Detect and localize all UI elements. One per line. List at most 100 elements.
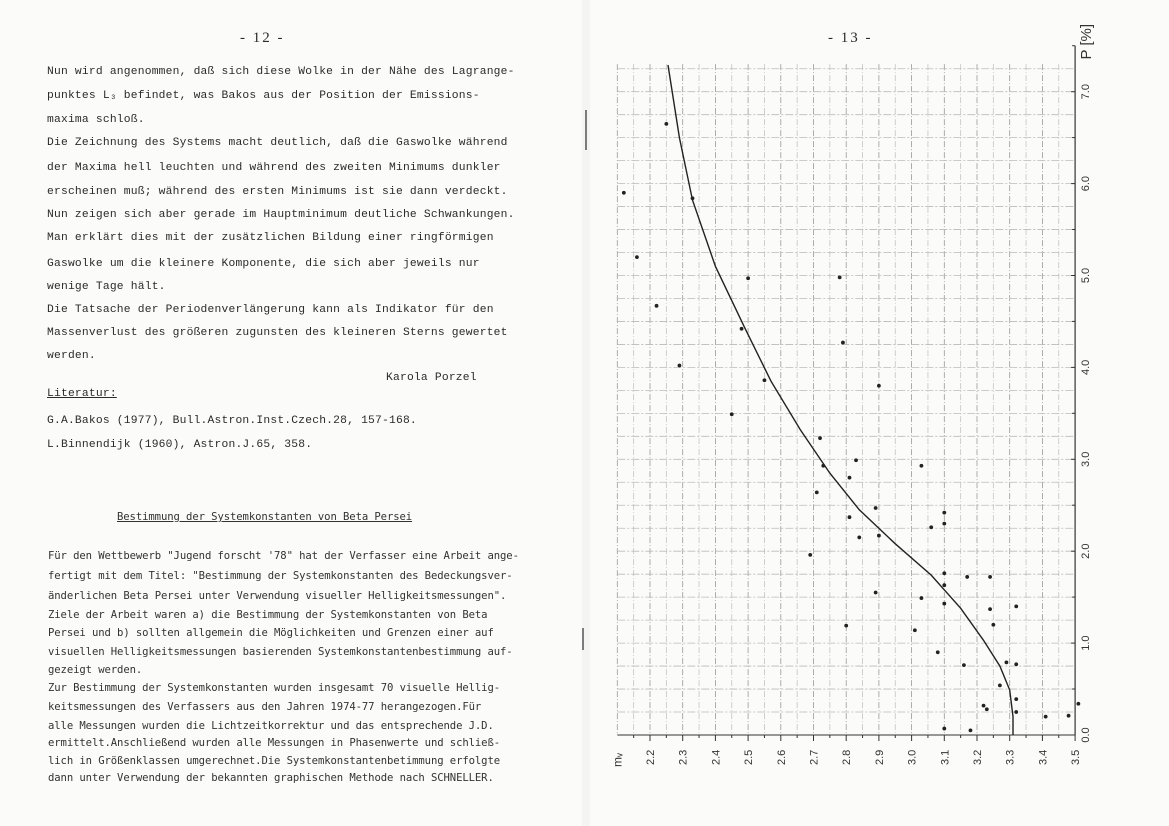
- data-point: [847, 515, 852, 520]
- x-tick-label: 3.5: [1070, 750, 1082, 765]
- data-point: [935, 650, 940, 655]
- text-line: Für den Wettbewerb "Jugend forscht '78" …: [48, 550, 519, 562]
- data-point: [873, 506, 878, 510]
- x-tick-label: 2.9: [874, 750, 886, 765]
- data-point: [729, 412, 734, 417]
- data-point: [1076, 701, 1081, 706]
- text-line: erscheinen muß; während des ersten Minim…: [47, 186, 508, 198]
- data-point: [1014, 710, 1019, 714]
- text-line: änderlichen Beta Persei unter Verwendung…: [48, 590, 507, 602]
- text-line: maxima schloß.: [47, 114, 145, 126]
- text-line: Persei und b) sollten allgemein die Mögl…: [48, 627, 494, 639]
- data-point: [841, 340, 845, 345]
- data-point: [844, 623, 849, 628]
- page-number: - 12 -: [240, 30, 285, 46]
- data-point: [991, 622, 996, 627]
- data-point: [635, 255, 639, 260]
- data-point: [1014, 662, 1019, 667]
- x-tick-label: 2.6: [776, 750, 788, 765]
- text-line: Man erklärt dies mit der zusätzlichen Bi…: [47, 232, 494, 244]
- data-point: [919, 596, 924, 600]
- data-point: [1066, 713, 1071, 718]
- x-tick-label: 2.8: [841, 750, 853, 765]
- data-point: [808, 552, 813, 557]
- literature-heading: Literatur:: [47, 388, 117, 400]
- data-point: [877, 383, 881, 388]
- data-point: [746, 276, 750, 281]
- text-line: fertigt mit dem Titel: "Bestimmung der S…: [48, 570, 513, 582]
- y-tick-label: 6.0: [1080, 176, 1092, 191]
- author: Karola Porzel: [386, 372, 477, 384]
- y-axis-label: P [%]: [1078, 24, 1095, 60]
- x-tick-label: 3.2: [972, 750, 984, 765]
- x-tick-label: 3.1: [939, 750, 951, 765]
- data-point: [929, 525, 934, 530]
- y-tick-label: 4.0: [1080, 360, 1092, 375]
- text-line: werden.: [47, 350, 96, 362]
- text-line: Nun zeigen sich aber gerade im Hauptmini…: [47, 209, 515, 221]
- data-point: [984, 707, 989, 712]
- data-point: [857, 535, 862, 540]
- data-point: [942, 521, 947, 526]
- data-point: [1004, 660, 1009, 665]
- data-point: [1014, 604, 1019, 609]
- text-line: Die Zeichnung des Systems macht deutlich…: [47, 137, 508, 149]
- data-point: [912, 628, 917, 633]
- text-line: Massenverlust des größeren zugunsten des…: [47, 327, 508, 339]
- data-point: [965, 575, 970, 579]
- data-point: [942, 510, 947, 515]
- data-point: [873, 590, 878, 595]
- data-point: [962, 663, 966, 668]
- data-point: [664, 121, 669, 126]
- x-tick-label: 3.3: [1005, 750, 1017, 765]
- data-point: [919, 463, 924, 468]
- y-tick-label: 3.0: [1080, 452, 1092, 467]
- x-axis-label: mᵥ: [610, 753, 624, 767]
- x-tick-label: 2.4: [710, 750, 722, 765]
- fit-curve: [667, 64, 1014, 735]
- text-line: dann unter Verwendung der bekannten grap…: [48, 772, 494, 784]
- data-point: [837, 275, 842, 280]
- reference-2: L.Binnendijk (1960), Astron.J.65, 358.: [47, 439, 313, 451]
- data-point: [814, 490, 819, 495]
- data-point: [762, 378, 767, 383]
- data-point: [818, 436, 822, 441]
- data-point: [854, 458, 858, 463]
- x-tick-label: 3.4: [1037, 750, 1049, 765]
- page-number: - 13 -: [828, 30, 873, 46]
- data-point: [988, 575, 992, 579]
- text-line: keitsmessungen des Verfassers aus den Ja…: [48, 701, 482, 713]
- text-line: Gaswolke um die kleinere Komponente, die…: [47, 258, 480, 270]
- x-tick-label: 2.3: [678, 750, 690, 765]
- text-line: gezeigt werden.: [48, 664, 143, 676]
- text-line: der Maxima hell leuchten und während des…: [47, 162, 501, 174]
- text-line: lich in Größenklassen umgerechnet.Die Sy…: [48, 755, 501, 767]
- data-point: [997, 683, 1002, 688]
- x-tick-label: 2.5: [743, 750, 755, 765]
- x-tick-label: 2.2: [645, 750, 657, 765]
- data-point: [847, 475, 852, 480]
- y-tick-label: 7.0: [1080, 84, 1092, 99]
- text-line: ermittelt.Anschließend wurden alle Messu…: [48, 737, 501, 749]
- text-line: Die Tatsache der Periodenverlängerung ka…: [47, 304, 494, 316]
- text-line: Zur Bestimmung der Systemkonstanten wurd…: [48, 682, 501, 694]
- data-point: [968, 728, 973, 733]
- data-point: [981, 703, 986, 708]
- x-tick-label: 2.7: [809, 750, 821, 765]
- text-line: Nun wird angenommen, daß sich diese Wolk…: [47, 66, 515, 78]
- data-point: [877, 533, 881, 538]
- data-point: [677, 363, 682, 368]
- y-tick-label: 0.0: [1080, 727, 1092, 742]
- data-point: [690, 196, 695, 201]
- data-point: [654, 303, 659, 308]
- text-line: Ziele der Arbeit waren a) die Bestimmung…: [48, 609, 488, 621]
- y-tick-label: 1.0: [1080, 635, 1092, 650]
- text-line: alle Messungen wurden die Lichtzeitkorre…: [48, 720, 494, 732]
- y-tick-label: 2.0: [1080, 544, 1092, 559]
- data-point: [942, 601, 947, 606]
- x-tick-label: 3.0: [907, 750, 919, 765]
- data-point: [942, 571, 947, 576]
- reference-1: G.A.Bakos (1977), Bull.Astron.Inst.Czech…: [47, 415, 417, 427]
- text-line: punktes L₃ befindet, was Bakos aus der P…: [47, 90, 480, 102]
